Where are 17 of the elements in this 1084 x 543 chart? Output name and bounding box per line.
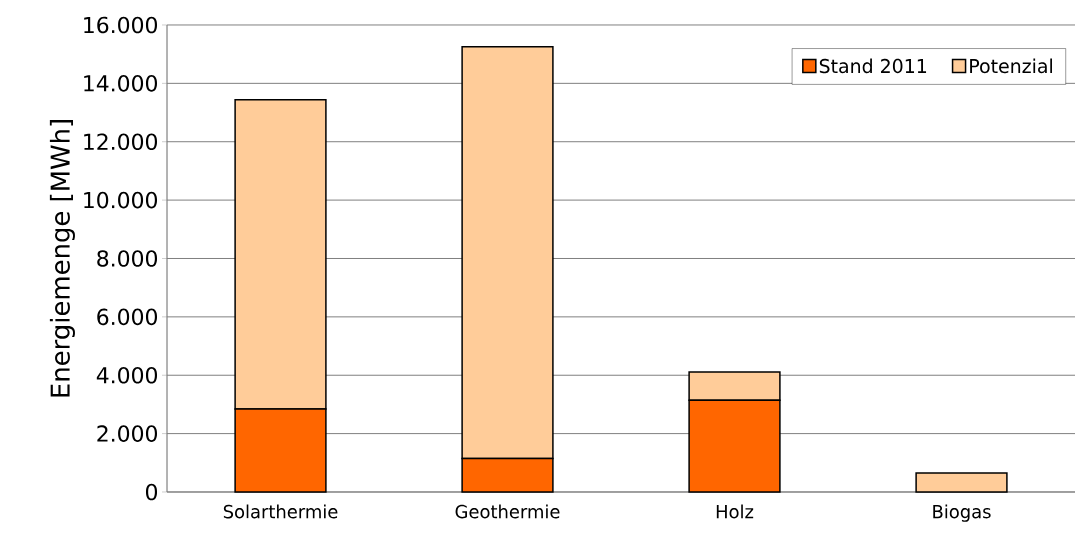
y-tick-label: 16.000 [84, 16, 158, 34]
bar [915, 472, 1008, 493]
y-tick-label: 4.000 [96, 366, 158, 384]
x-tick-label: Biogas [933, 504, 991, 522]
x-tick-label: Geothermie [455, 504, 560, 519]
y-tick-label: 12.000 [84, 133, 158, 151]
y-tick-label: 0 [145, 483, 158, 501]
y-tick-label: 2.000 [97, 425, 158, 442]
y-axis-title: Energiemenge [MWh] [49, 120, 75, 397]
y-tick-label: 6.000 [97, 308, 158, 326]
y-tick-label: 10.000 [84, 191, 158, 209]
x-tick-label: Holz [716, 504, 754, 519]
x-tick-label: Solarthermie [223, 504, 338, 519]
legend-label: Stand 2011 [819, 58, 927, 74]
y-tick-label: 8.000 [97, 250, 158, 267]
y-tick-label: 14.000 [84, 75, 158, 92]
legend-label: Potenzial [970, 58, 1052, 74]
